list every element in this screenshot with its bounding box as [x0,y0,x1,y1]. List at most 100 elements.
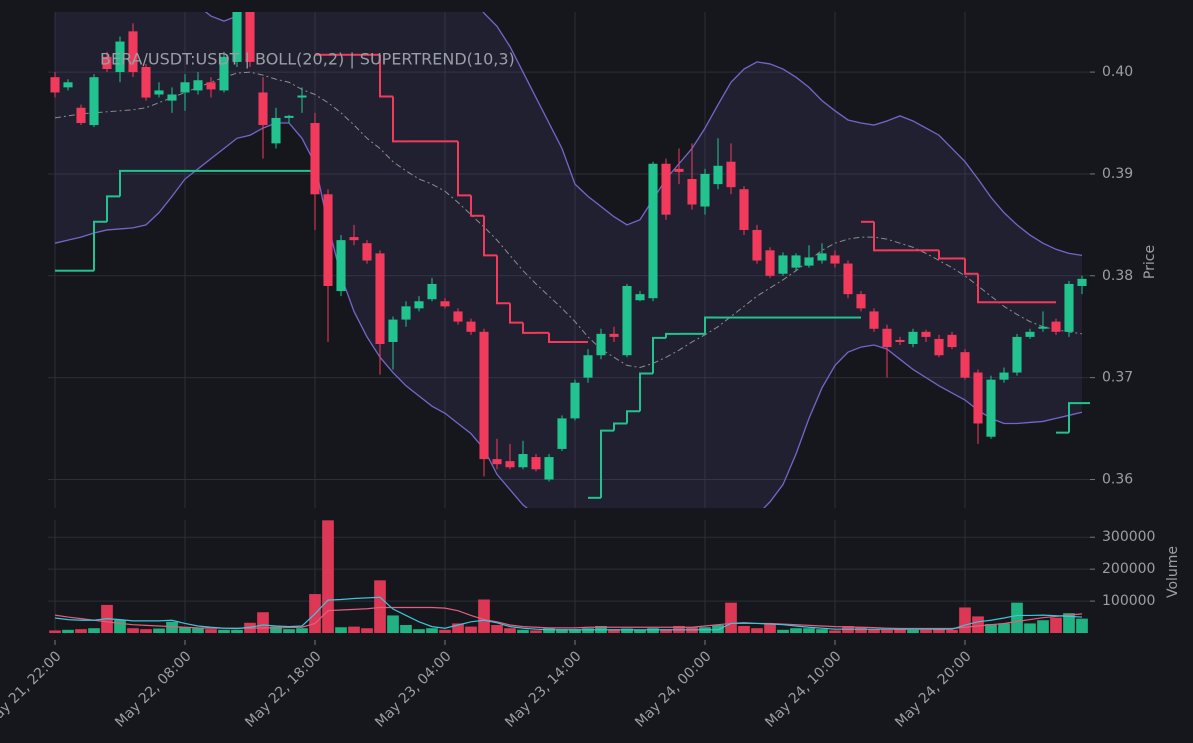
price-panel [50,12,1090,508]
volume-bar [777,629,789,633]
candle-body [817,253,827,261]
y-tick-label: 0.36 [1102,471,1133,487]
volume-bar [49,630,61,633]
y2-tick-label: 100000 [1102,593,1155,609]
x-tick-label: May 24, 00:00 [632,648,714,730]
volume-bar [361,628,373,633]
candle-body [557,418,567,449]
supertrend-step [873,221,887,252]
volume-bar [543,628,555,633]
volume-bar [634,629,646,633]
candle-body [960,352,970,378]
candle-body [388,319,398,342]
candle-body [492,459,502,465]
x-tick-label: May 22, 18:00 [242,648,324,730]
supertrend-step [977,273,991,304]
candle-body [479,331,489,460]
volume-bar [426,628,438,633]
volume-bar [1037,620,1049,633]
supertrend-step [522,322,536,334]
volume-bar [192,628,204,633]
candle-body [856,294,866,309]
supertrend-step [652,336,666,374]
candle-body [219,56,229,91]
candle-body [414,301,424,309]
volume-bar [296,628,308,633]
supertrend-step [938,250,952,260]
candle-body [128,31,138,73]
candle-body [375,253,385,345]
supertrend-step [509,303,523,324]
candle-body [63,82,73,88]
supertrend-step [613,422,627,431]
volume-bar [829,630,841,633]
volume-bar [530,630,542,633]
volume-bar [400,625,412,633]
supertrend-step [392,96,406,143]
candle-body [297,95,307,98]
candle-body [908,331,918,345]
volume-bar [179,627,191,633]
candle-body [518,454,528,468]
volume-bar [868,629,880,633]
candle-body [336,240,346,292]
candle-body [648,163,658,299]
candle-body [505,461,515,468]
candle-body [544,457,554,480]
volume-bar [816,629,828,633]
candle-body [102,56,112,70]
candle-body [596,333,606,356]
volume-bar [348,626,360,633]
volume-bar [894,629,906,633]
volume-bar [751,628,763,633]
supertrend-step [93,220,107,271]
candle-body [349,237,359,241]
candle-body [570,382,580,419]
supertrend-step [1068,402,1082,433]
volume-bar [504,628,516,633]
volume-bar [972,616,984,633]
supertrend-step [639,372,653,412]
candle-body [258,92,268,126]
candle-body [713,165,723,185]
volume-bar [374,580,386,633]
volume-bar [907,629,919,633]
candle-body [1077,278,1087,286]
candle-body [778,255,788,274]
supertrend-step [665,332,679,338]
volume-bar [270,626,282,633]
volume-bar [1011,602,1023,633]
supertrend-step [626,410,640,424]
volume-bar [127,628,139,633]
volume-bar [608,629,620,633]
volume-bar [257,612,269,633]
candle-body [921,331,931,337]
volume-bar [985,624,997,633]
y-tick-label: 0.37 [1102,370,1133,386]
volume-bar [946,629,958,633]
volume-bar [556,629,568,633]
volume-bar [712,625,724,633]
volume-bar [660,629,672,633]
volume-bar [933,629,945,633]
volume-bar [205,629,217,633]
candle-body [232,12,242,62]
volume-bar [621,628,633,633]
candle-body [180,82,190,93]
candle-body [401,306,411,320]
candle-body [466,321,476,332]
candle-body [1051,321,1061,332]
candle-body [115,41,125,73]
candle-body [76,107,86,124]
candle-body [50,77,60,93]
x-tick-label: May 23, 04:00 [372,648,454,730]
volume-bar [998,623,1010,633]
candle-body [284,115,294,118]
volume-bar [1024,623,1036,633]
candle-body [791,255,801,268]
candle-body [765,250,775,276]
volume-bar [517,629,529,633]
candle-body [843,263,853,295]
candle-body [882,328,892,348]
